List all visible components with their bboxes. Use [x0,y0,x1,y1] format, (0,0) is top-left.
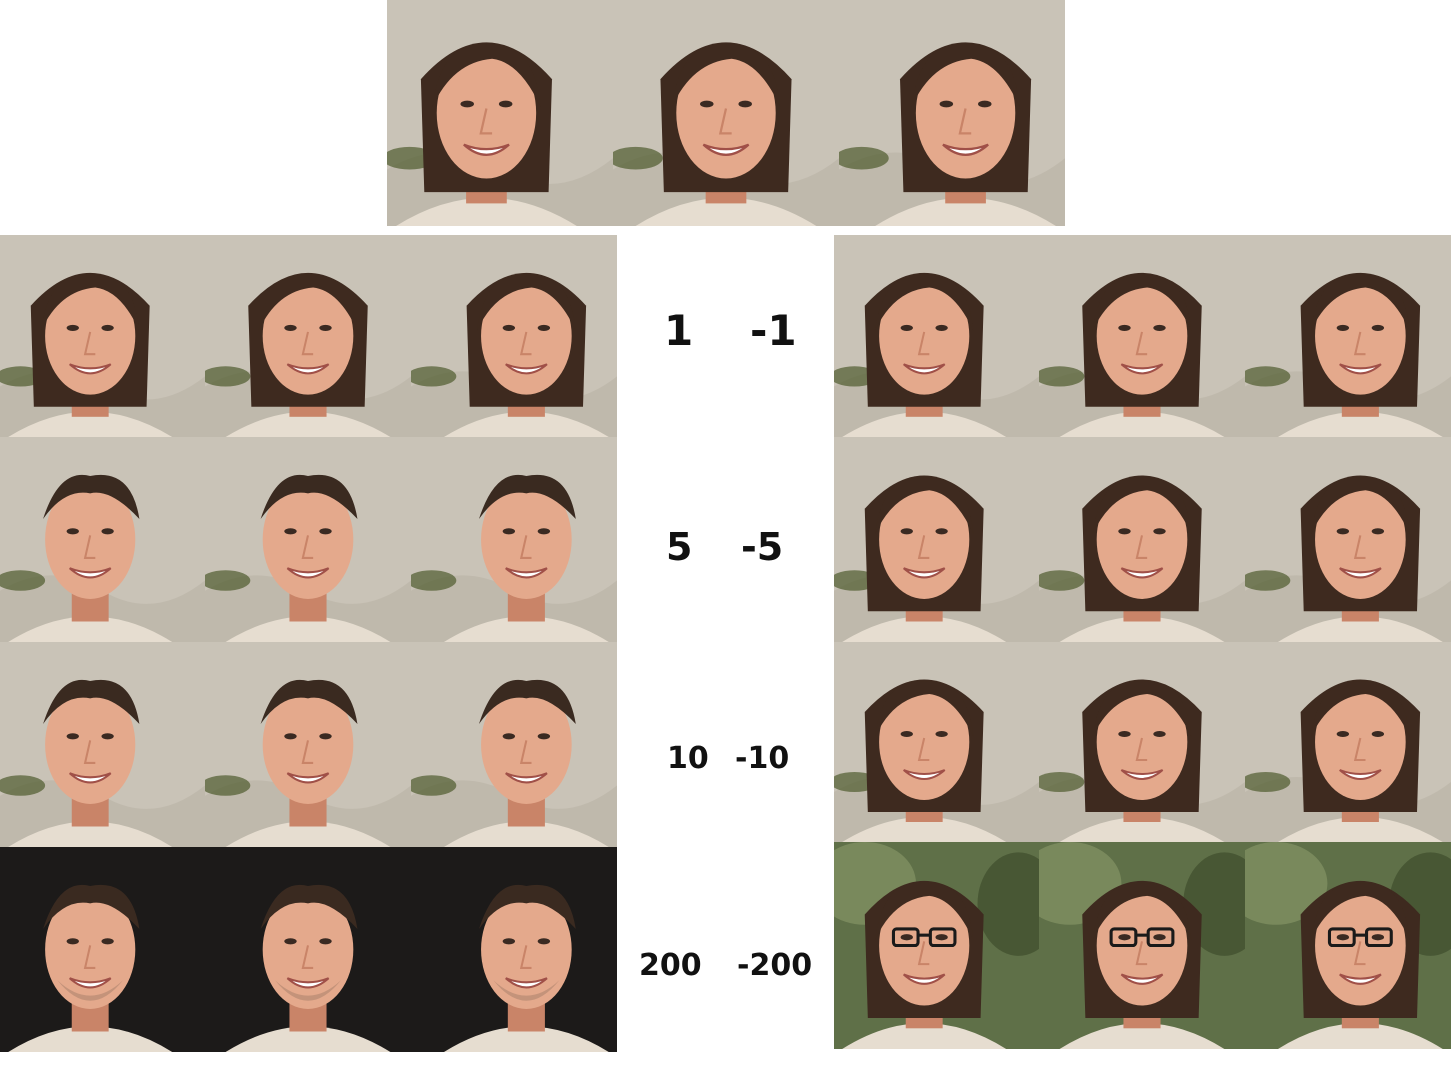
face-image [411,235,617,437]
label-positive-5: 5 [666,525,693,569]
face-image [205,235,411,437]
label-negative-1: -1 [750,306,797,355]
face-image [411,642,617,847]
top-face-row [387,0,1065,226]
face-image [1039,842,1245,1049]
face-image [0,642,205,847]
face-image [839,0,1065,226]
right-face-row-4 [834,842,1451,1049]
face-image [1245,235,1451,437]
label-positive-200: 200 [639,948,702,983]
label-negative-5: -5 [741,525,784,569]
left-face-row-1 [0,235,617,437]
right-face-row-2 [834,437,1451,642]
face-image [1039,437,1245,642]
face-image [834,437,1039,642]
label-negative-10: -10 [735,741,790,776]
label-negative-200: -200 [737,948,813,983]
label-positive-1: 1 [664,306,694,355]
face-image [1039,642,1245,842]
face-image [411,847,617,1052]
face-image [0,235,205,437]
left-face-row-2 [0,437,617,642]
face-image [1245,437,1451,642]
face-image [834,235,1039,437]
face-image [834,842,1039,1049]
face-image [205,437,411,642]
face-image [1245,642,1451,842]
face-image [205,642,411,847]
right-face-row-1 [834,235,1451,437]
left-face-row-3 [0,642,617,847]
face-image [411,437,617,642]
left-face-row-4 [0,847,617,1052]
label-positive-10: 10 [667,741,709,776]
face-image [613,0,839,226]
face-image [0,847,205,1052]
right-face-row-3 [834,642,1451,842]
face-image [205,847,411,1052]
face-image [1039,235,1245,437]
face-image [387,0,613,226]
face-image [1245,842,1451,1049]
face-image [0,437,205,642]
face-image [834,642,1039,842]
